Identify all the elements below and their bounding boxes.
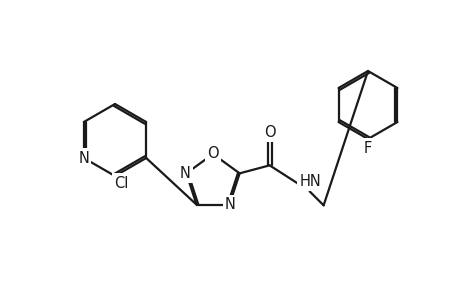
Text: HN: HN — [299, 174, 321, 189]
Text: Cl: Cl — [113, 176, 128, 190]
Text: N: N — [179, 166, 190, 181]
Text: O: O — [207, 146, 218, 160]
Text: N: N — [224, 197, 235, 212]
Text: N: N — [78, 151, 89, 166]
Text: O: O — [263, 125, 275, 140]
Text: F: F — [363, 140, 371, 155]
